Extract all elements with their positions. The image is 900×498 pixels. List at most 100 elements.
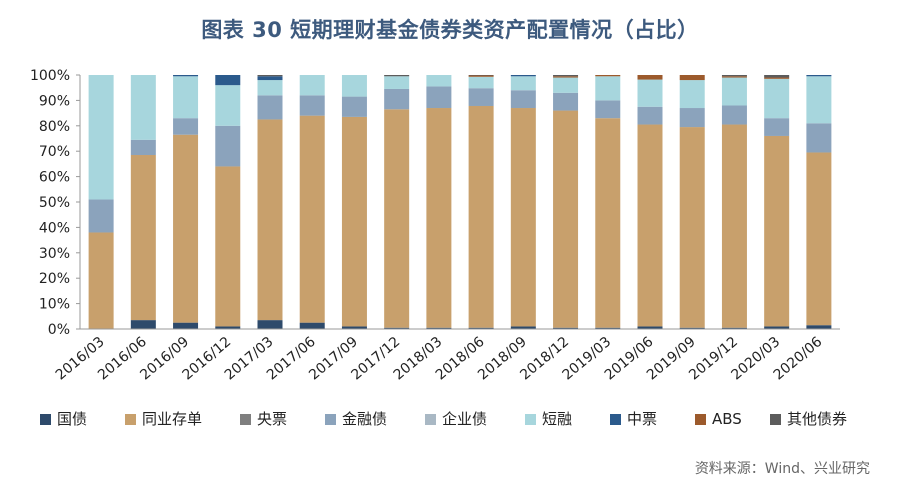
bar-segment — [764, 77, 790, 79]
bar-segment — [468, 105, 494, 328]
bar-segment — [595, 100, 621, 119]
bar-segment — [510, 76, 536, 91]
legend-swatch — [770, 414, 781, 425]
bar-segment — [88, 199, 114, 233]
legend-swatch — [525, 414, 536, 425]
bar-segment — [468, 76, 494, 89]
bar-segment — [257, 320, 283, 329]
y-tick-label: 40% — [39, 220, 70, 236]
bar-segment — [510, 108, 536, 327]
bar-segment — [721, 105, 747, 125]
bar-segment — [721, 76, 747, 78]
bar-segment — [341, 326, 367, 329]
bar-segment — [426, 108, 452, 328]
bar-segment — [257, 80, 283, 96]
bar-segment — [553, 92, 579, 111]
bar-segment — [426, 327, 452, 329]
source-note: 资料来源：Wind、兴业研究 — [694, 461, 870, 477]
bar-segment — [341, 96, 367, 117]
legend-label: 同业存单 — [142, 410, 202, 428]
bar-segment — [764, 118, 790, 136]
legend-label: 央票 — [257, 410, 287, 428]
bar-segment — [510, 75, 536, 77]
bar-segment — [721, 124, 747, 328]
bar-segment — [468, 88, 494, 106]
bar-segment — [595, 75, 621, 77]
bar-segment — [679, 108, 705, 128]
bar-segment — [510, 326, 536, 329]
bar-segment — [130, 139, 156, 156]
bar-segment — [468, 75, 494, 77]
bar-segment — [130, 75, 156, 140]
legend-label: 金融债 — [342, 410, 387, 428]
bar-segment — [215, 166, 241, 327]
bar-segment — [426, 86, 452, 109]
legend-swatch — [240, 414, 251, 425]
y-axis: 0% 10% 20% 30% 40% 50% 60% 70% 80% 90% 100% — [30, 68, 81, 338]
bar-segment — [88, 232, 114, 329]
bar-segment — [679, 127, 705, 328]
bar-segment — [806, 152, 832, 326]
bar-segment — [384, 75, 410, 77]
bar-segment — [553, 75, 579, 77]
y-tick-label: 90% — [39, 93, 70, 109]
bar-segment — [384, 76, 410, 89]
bar-segment — [595, 76, 621, 101]
bar-segment — [637, 106, 663, 125]
legend-swatch — [40, 414, 51, 425]
bar-segment — [215, 125, 241, 167]
bar-segment — [88, 75, 114, 200]
bar-segment — [806, 75, 832, 77]
bar-segment — [806, 76, 832, 124]
bar-segment — [215, 75, 241, 86]
bar-segment — [173, 322, 199, 329]
bar-segment — [764, 135, 790, 327]
y-tick-label: 60% — [39, 170, 70, 186]
bar-segment — [679, 75, 705, 81]
y-tick-label: 20% — [39, 271, 70, 287]
legend-swatch — [425, 414, 436, 425]
bar-segment — [384, 88, 410, 110]
bars — [88, 75, 832, 329]
bar-segment — [173, 134, 199, 323]
bar-segment — [257, 75, 283, 77]
bar-segment — [299, 115, 325, 323]
bar-segment — [173, 76, 199, 119]
bar-segment — [721, 327, 747, 329]
bar-segment — [384, 109, 410, 328]
legend-label: 中票 — [627, 410, 657, 428]
bar-segment — [257, 76, 283, 81]
legend-label: 企业债 — [442, 410, 487, 428]
bar-segment — [595, 327, 621, 329]
bar-segment — [173, 75, 199, 77]
legend-label: ABS — [712, 410, 742, 428]
legend-swatch — [695, 414, 706, 425]
x-axis: 2016/032016/062016/092016/122017/032017/… — [53, 334, 826, 384]
legend-label: 短融 — [542, 410, 572, 428]
bar-segment — [637, 79, 663, 107]
legend-swatch — [125, 414, 136, 425]
bar-segment — [595, 118, 621, 328]
bar-segment — [173, 118, 199, 135]
bar-segment — [553, 327, 579, 329]
bar-segment — [468, 327, 494, 329]
bar-segment — [510, 90, 536, 109]
bar-segment — [257, 119, 283, 321]
bar-segment — [637, 124, 663, 327]
bar-segment — [806, 325, 832, 329]
bar-segment — [553, 77, 579, 93]
y-tick-label: 50% — [39, 195, 70, 211]
bar-segment — [426, 75, 452, 87]
bar-segment — [553, 110, 579, 328]
bar-segment — [721, 77, 747, 106]
bar-segment — [257, 95, 283, 120]
bar-segment — [341, 75, 367, 97]
y-tick-label: 70% — [39, 144, 70, 160]
bar-segment — [721, 75, 747, 77]
bar-segment — [299, 95, 325, 116]
legend-label: 国债 — [57, 410, 87, 428]
y-tick-label: 10% — [39, 297, 70, 313]
bar-segment — [215, 85, 241, 126]
y-tick-label: 100% — [30, 68, 70, 84]
bar-segment — [637, 326, 663, 329]
